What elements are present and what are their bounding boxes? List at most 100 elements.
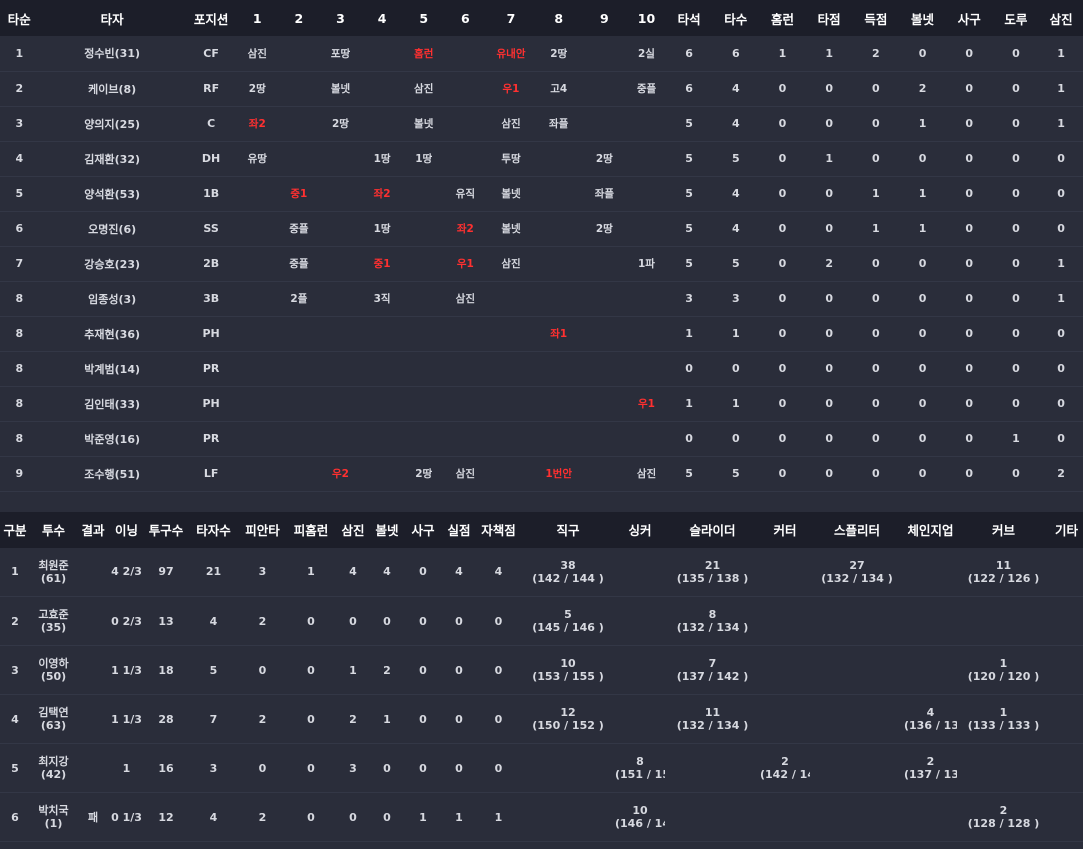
pitch-count: 27 bbox=[849, 558, 865, 572]
inning-result bbox=[445, 36, 487, 71]
batting-stat: 0 bbox=[778, 432, 787, 445]
pitch-type-cell bbox=[665, 793, 760, 842]
batting-stat: 0 bbox=[1012, 46, 1020, 60]
pitching-stat-bb: 2 bbox=[383, 663, 391, 677]
pitcher-number: (63) bbox=[40, 719, 67, 732]
batting-stat: 0 bbox=[1012, 152, 1020, 165]
pitch-type-cell bbox=[615, 548, 665, 597]
batting-stat: 0 bbox=[825, 187, 833, 200]
pitching-stat-bf: 5 bbox=[209, 663, 218, 677]
pitcher-order: 5 bbox=[11, 761, 19, 775]
batting-stat: 0 bbox=[965, 152, 974, 165]
batting-stat: 0 bbox=[872, 327, 880, 340]
batting-stat: 0 bbox=[825, 362, 833, 375]
pitching-stat-bf: 7 bbox=[209, 712, 218, 726]
batting-stat: 1 bbox=[872, 222, 880, 235]
pitching-header-cell: 자책점 bbox=[481, 523, 516, 538]
batting-stat: 0 bbox=[778, 362, 787, 375]
pitching-stat-r: 0 bbox=[455, 761, 463, 775]
batting-header-cell: 볼넷 bbox=[911, 11, 935, 27]
batting-stat: 0 bbox=[965, 397, 974, 410]
pitcher-name: 최지강 bbox=[38, 755, 69, 768]
batting-header-cell: 홈런 bbox=[770, 11, 794, 27]
batting-stat: 1 bbox=[918, 222, 927, 235]
batter-row: 4 김재환(32) DH 유땅 1땅 1땅 투땅 2땅 5 5 0 1 0 0 0 0 0 bbox=[0, 141, 1083, 176]
pitch-count: 4 bbox=[926, 706, 935, 719]
pitching-stat-er: 0 bbox=[494, 614, 503, 628]
batting-stat: 0 bbox=[872, 467, 880, 480]
batting-stat: 1 bbox=[825, 46, 833, 60]
batting-stat: 5 bbox=[685, 152, 693, 165]
batting-stat: 0 bbox=[825, 432, 833, 445]
batting-stat: 0 bbox=[778, 467, 787, 480]
pitch-count: 10 bbox=[560, 657, 576, 670]
pitch-type-cell: 12 (150 / 152 ) bbox=[521, 695, 615, 744]
inning-result bbox=[236, 421, 278, 456]
batting-stat: 1 bbox=[685, 327, 693, 340]
inning-result bbox=[445, 386, 487, 421]
pitching-table: 구분 투수 결과 이닝 투구수 타자수 피안타 피홈런 삼진 볼넷 사구 실점 자책점 직구 싱커 슬라이더 커… bbox=[0, 511, 1083, 843]
batting-stat: 0 bbox=[965, 117, 974, 130]
pitch-type-cell: 1 (133 / 133 ) bbox=[957, 695, 1050, 744]
pitch-type-cell: 2(142 / 143 ) bbox=[760, 744, 810, 793]
pitching-header-cell: 커브 bbox=[991, 523, 1015, 538]
pitching-stat-so: 2 bbox=[349, 712, 357, 726]
pitching-stat-pitches: 12 bbox=[158, 810, 174, 824]
inning-result bbox=[445, 71, 487, 106]
batting-stat: 0 bbox=[731, 362, 740, 375]
inning-result bbox=[403, 351, 445, 386]
pitch-count: 7 bbox=[708, 657, 717, 670]
pitching-stat-pitches: 28 bbox=[158, 712, 174, 726]
batter-name: 강승호(23) bbox=[84, 257, 141, 271]
batting-stat: 5 bbox=[685, 467, 693, 480]
pitcher-row: 1 최원준 (61) 4 2/3 97 21 3 1 4 4 0 4 4 38 (142 / 144 ) 21… bbox=[0, 548, 1083, 597]
inning-result bbox=[320, 281, 362, 316]
pitch-speed: (132 / 134 ) bbox=[676, 621, 749, 634]
batting-stat: 4 bbox=[731, 187, 740, 200]
inning-result: 삼진 bbox=[501, 118, 521, 130]
pitching-stat-hbp: 0 bbox=[419, 712, 427, 726]
batter-name: 양의지(25) bbox=[84, 117, 141, 131]
inning-result bbox=[536, 421, 582, 456]
inning-result bbox=[320, 211, 362, 246]
pitcher-name: 고효준 bbox=[38, 608, 69, 621]
pitcher-order: 2 bbox=[11, 614, 19, 628]
pitcher-order: 4 bbox=[11, 712, 19, 726]
pitcher-name: 최원준 bbox=[38, 558, 69, 572]
batter-position: DH bbox=[201, 152, 221, 165]
batting-stat: 6 bbox=[685, 82, 693, 95]
batting-header-cell: 5 bbox=[419, 10, 429, 26]
pitcher-name-cell: 박치국 (1) bbox=[30, 793, 77, 842]
batter-row: 8 김인태(33) PH 우1 1 1 0 0 0 0 0 0 0 bbox=[0, 386, 1083, 421]
batting-stat: 0 bbox=[825, 397, 833, 410]
batting-stat: 0 bbox=[778, 117, 787, 130]
batting-stat: 0 bbox=[731, 432, 740, 445]
inning-result: 2땅 bbox=[332, 118, 349, 130]
pitching-stat-er: 0 bbox=[494, 663, 503, 677]
pitch-speed: (132 / 134 ) bbox=[821, 571, 893, 585]
pitcher-row: 4 김택연 (63) 1 1/3 28 7 2 0 2 1 0 0 0 12 (150 / 152 ) 11(… bbox=[0, 695, 1083, 744]
pitching-stat-hbp: 1 bbox=[419, 810, 427, 824]
inning-result: 2땅 bbox=[415, 468, 433, 480]
pitcher-name-cell: 최원준 (61) bbox=[30, 548, 77, 597]
batting-stat: 0 bbox=[918, 46, 927, 60]
pitch-type-cell bbox=[615, 597, 665, 646]
batting-stat: 0 bbox=[1012, 327, 1020, 340]
inning-result bbox=[445, 106, 487, 141]
inning-result bbox=[536, 141, 582, 176]
pitching-stat-hr: 0 bbox=[307, 663, 315, 677]
batter-position: 3B bbox=[203, 292, 220, 305]
inning-result bbox=[403, 421, 445, 456]
batter-row: 3 양의지(25) C 좌2 2땅 볼넷 삼진 좌플 5 4 0 0 0 1 0 0 1 bbox=[0, 106, 1083, 141]
batting-stat: 5 bbox=[731, 467, 740, 480]
batting-stat: 2 bbox=[1057, 467, 1065, 480]
pitching-header-cell: 커터 bbox=[773, 523, 797, 538]
pitching-stat-result bbox=[77, 548, 109, 597]
batter-row: 2 케이브(8) RF 2땅 볼넷 삼진 우1 고4 중플 6 4 0 0 0 2 0 0 1 bbox=[0, 71, 1083, 106]
pitcher-name: 이영하 bbox=[38, 657, 69, 670]
inning-result: 좌플 bbox=[549, 118, 569, 130]
pitcher-number: (50) bbox=[40, 670, 67, 683]
pitcher-name: 김택연 bbox=[38, 706, 69, 719]
batting-header-cell: 타석 bbox=[677, 11, 701, 27]
